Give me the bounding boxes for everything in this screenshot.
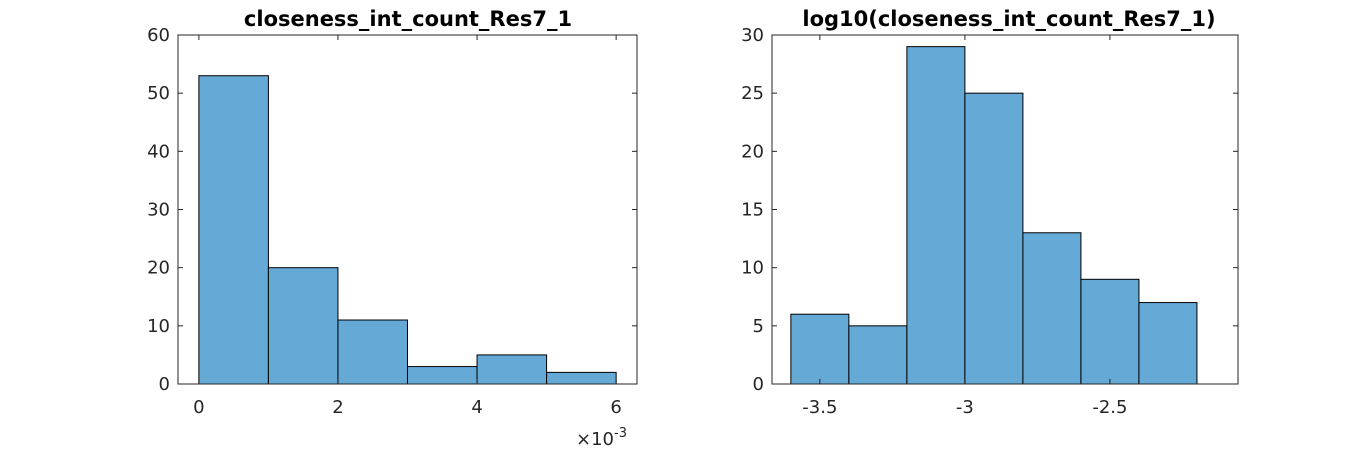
x-tick-label: -2.5 [1092, 397, 1127, 418]
y-tick-label: 60 [147, 25, 170, 46]
y-tick-label: 0 [159, 374, 170, 395]
y-tick-label: 20 [741, 141, 764, 162]
histogram-panel-left: closeness_int_count_Res7_1 0102030405060… [147, 7, 638, 450]
histogram-bar-right [1080, 278, 1140, 385]
y-tick-label: 40 [147, 141, 170, 162]
y-tick-label: 30 [741, 25, 764, 46]
x-tick-label: 4 [471, 397, 482, 418]
y-tick-label: 15 [741, 200, 764, 221]
histogram-bar-left [476, 354, 548, 385]
histogram-bar-right [1138, 302, 1198, 385]
y-tick-label: 30 [147, 200, 170, 221]
histogram-bar-right [906, 46, 966, 385]
x-exponent-power: -3 [614, 426, 627, 441]
bars-right [790, 46, 1198, 385]
y-tick-label: 50 [147, 83, 170, 104]
histogram-bar-right [964, 92, 1024, 385]
x-tick-label: 0 [193, 397, 204, 418]
x-exponent-label: ×10-3 [576, 426, 627, 450]
x-tick-label: 6 [610, 397, 621, 418]
x-exponent-base: ×10 [576, 429, 614, 450]
y-tick-label: 10 [741, 258, 764, 279]
bars-left [198, 75, 617, 385]
histogram-bar-left [267, 267, 339, 385]
x-tick-label: -3 [956, 397, 974, 418]
x-tick-label: -3.5 [802, 397, 837, 418]
chart-title-left: closeness_int_count_Res7_1 [244, 7, 572, 31]
x-tick-label: 2 [332, 397, 343, 418]
histogram-bar-right [1022, 232, 1082, 385]
histogram-bar-right [848, 325, 908, 385]
ticks-left: 0 10 20 30 40 50 60 0 2 4 6 [147, 25, 637, 418]
chart-title-right: log10(closeness_int_count_Res7_1) [802, 7, 1215, 31]
y-tick-label: 20 [147, 258, 170, 279]
y-tick-label: 0 [753, 374, 764, 395]
histogram-panel-right: log10(closeness_int_count_Res7_1) 0 5 10 15… [741, 7, 1239, 418]
y-tick-label: 10 [147, 316, 170, 337]
histogram-bar-left [546, 371, 617, 385]
histogram-bar-left [337, 319, 409, 385]
y-tick-label: 5 [753, 316, 764, 337]
y-tick-label: 25 [741, 83, 764, 104]
histogram-bar-right [790, 313, 850, 385]
histogram-bar-left [198, 75, 269, 385]
ticks-right: 0 5 10 15 20 25 30 -3.5 -3 -2.5 [741, 25, 1238, 418]
histogram-bar-left [407, 366, 478, 385]
